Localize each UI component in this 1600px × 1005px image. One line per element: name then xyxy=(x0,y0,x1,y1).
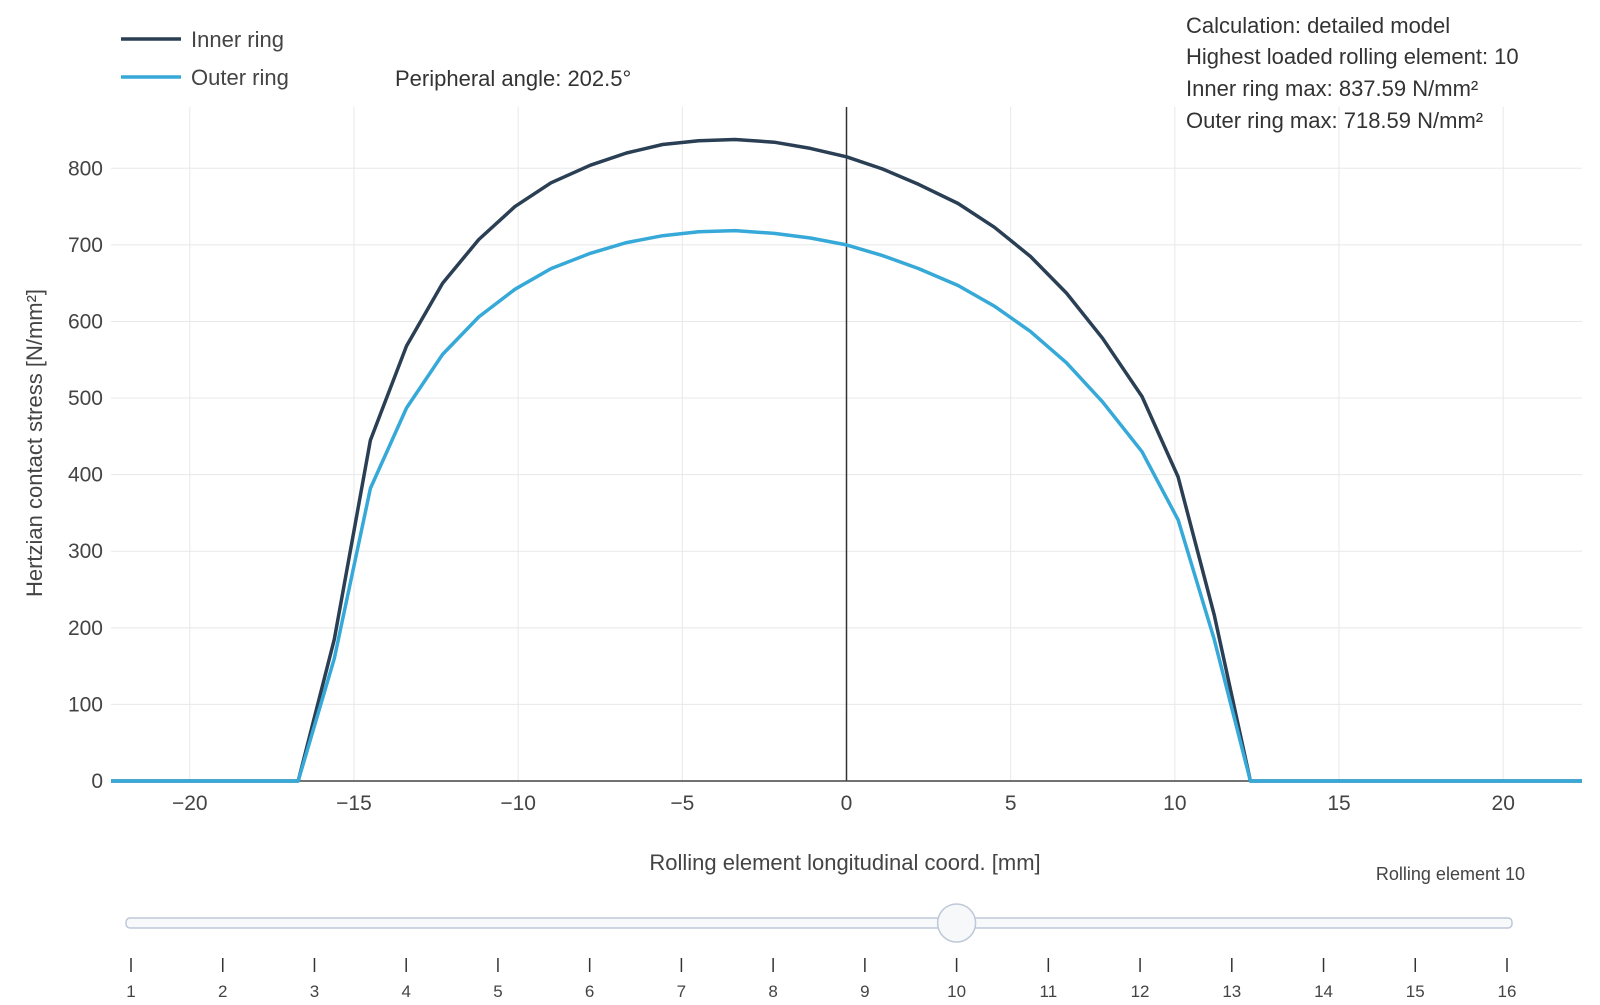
slider-step-label[interactable]: 12 xyxy=(1131,982,1150,1001)
x-tick-label: −20 xyxy=(172,792,208,815)
x-tick-label: −5 xyxy=(670,792,694,815)
x-tick-label: 20 xyxy=(1492,792,1515,815)
slider-step-label[interactable]: 14 xyxy=(1314,982,1333,1001)
x-tick-label: −15 xyxy=(336,792,372,815)
slider-step-label[interactable]: 9 xyxy=(860,982,869,1001)
x-axis-title: Rolling element longitudinal coord. [mm] xyxy=(649,850,1040,875)
annotation-box: Calculation: detailed model Highest load… xyxy=(1186,13,1519,133)
y-tick-label: 800 xyxy=(68,157,103,180)
y-tick-labels: 0 100 200 300 400 500 600 700 800 xyxy=(68,157,103,793)
y-tick-label: 500 xyxy=(68,387,103,410)
y-tick-label: 700 xyxy=(68,234,103,257)
slider-step-label[interactable]: 4 xyxy=(401,982,410,1001)
slider-step-label[interactable]: 7 xyxy=(677,982,686,1001)
slider-step-label[interactable]: 1 xyxy=(126,982,135,1001)
annotation-highest-loaded: Highest loaded rolling element: 10 xyxy=(1186,44,1519,69)
legend[interactable]: Inner ring Outer ring xyxy=(121,27,289,90)
rolling-element-slider[interactable]: Rolling element 10 1 2 3 4 5 6 7 8 9 10 11 12 13 14 15… xyxy=(125,864,1525,1001)
slider-handle[interactable] xyxy=(936,903,977,943)
y-tick-label: 300 xyxy=(68,540,103,563)
slider-step-label[interactable]: 11 xyxy=(1040,982,1058,1001)
legend-label-outer-ring[interactable]: Outer ring xyxy=(191,65,289,90)
slider-step-label[interactable]: 3 xyxy=(310,982,319,1001)
slider-current-value: Rolling element 10 xyxy=(1376,864,1525,884)
legend-label-inner-ring[interactable]: Inner ring xyxy=(191,27,284,52)
slider-steps: 1 2 3 4 5 6 7 8 9 10 11 12 13 14 15 16 xyxy=(126,958,1517,1001)
slider-step-label[interactable]: 6 xyxy=(585,982,594,1001)
y-tick-label: 0 xyxy=(91,770,103,793)
y-tick-label: 200 xyxy=(68,617,103,640)
annotation-outer-max: Outer ring max: 718.59 N/mm² xyxy=(1186,108,1483,133)
x-tick-labels: −20 −15 −10 −5 0 5 10 15 20 xyxy=(172,792,1515,815)
y-tick-label: 400 xyxy=(68,464,103,487)
slider-step-label[interactable]: 8 xyxy=(768,982,777,1001)
slider-step-label[interactable]: 10 xyxy=(947,982,966,1001)
slider-step-label[interactable]: 2 xyxy=(218,982,227,1001)
x-tick-label: 5 xyxy=(1005,792,1017,815)
slider-step-label[interactable]: 13 xyxy=(1222,982,1241,1001)
y-tick-label: 100 xyxy=(68,693,103,716)
series-layer xyxy=(111,137,1582,783)
annotation-peripheral-angle: Peripheral angle: 202.5° xyxy=(395,66,631,91)
y-axis-title: Hertzian contact stress [N/mm²] xyxy=(22,289,47,597)
series-line-inner-ring[interactable] xyxy=(111,137,1582,783)
annotation-calculation: Calculation: detailed model xyxy=(1186,13,1450,38)
slider-step-label[interactable]: 15 xyxy=(1406,982,1425,1001)
x-tick-label: 15 xyxy=(1327,792,1350,815)
x-tick-label: 10 xyxy=(1163,792,1186,815)
slider-step-label[interactable]: 5 xyxy=(493,982,502,1001)
zero-line-layer xyxy=(111,107,1582,782)
annotation-inner-max: Inner ring max: 837.59 N/mm² xyxy=(1186,76,1478,101)
y-tick-label: 600 xyxy=(68,310,103,333)
slider-step-label[interactable]: 16 xyxy=(1498,982,1517,1001)
x-tick-label: −10 xyxy=(500,792,536,815)
x-tick-label: 0 xyxy=(841,792,853,815)
slider-rail[interactable] xyxy=(125,917,1513,929)
series-line-outer-ring[interactable] xyxy=(111,228,1582,783)
